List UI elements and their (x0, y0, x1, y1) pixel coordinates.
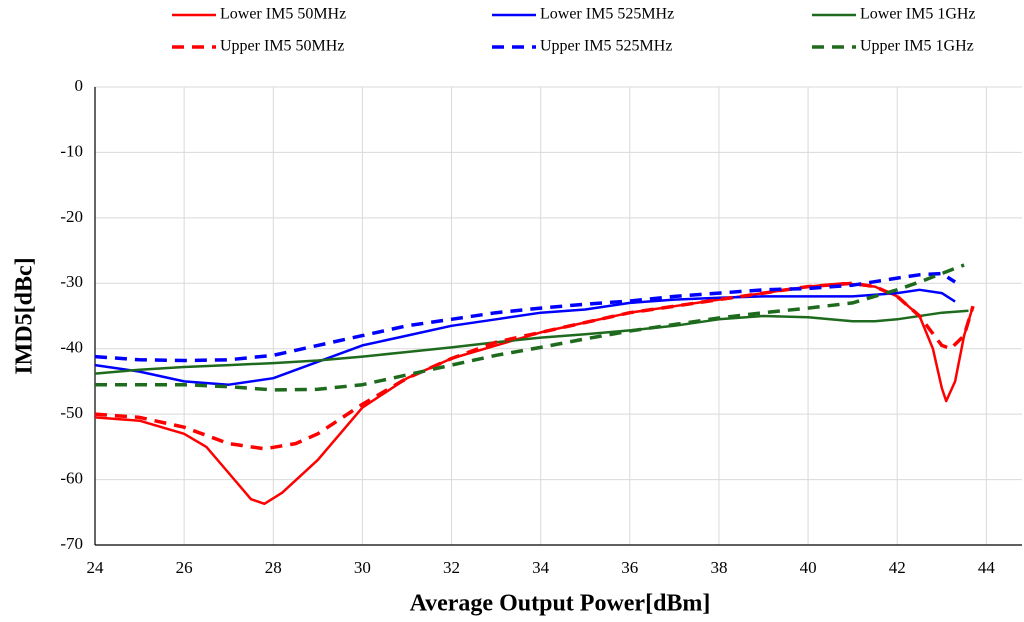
legend-label: Lower IM5 50MHz (220, 6, 346, 23)
data-line (94, 271, 957, 363)
x-tick-label: 24 (87, 558, 105, 577)
legend-label: Upper IM5 1GHz (860, 38, 974, 55)
y-axis-title: IMD5[dBc] (12, 257, 38, 374)
x-axis-title: Average Output Power[dBm] (410, 591, 711, 617)
x-tick-label: 34 (532, 558, 550, 577)
x-tick-label: 26 (176, 558, 193, 577)
x-tick-label: 44 (978, 558, 996, 577)
legend-label: Upper IM5 525MHz (540, 38, 672, 55)
data-line (94, 281, 975, 451)
x-tick-label: 40 (800, 558, 817, 577)
data-line (95, 263, 965, 392)
x-tick-label: 36 (621, 558, 638, 577)
data-line (94, 309, 969, 375)
data-line (94, 282, 975, 506)
y-tick-label: -30 (60, 272, 83, 291)
legend-label: Upper IM5 50MHz (220, 38, 344, 55)
x-tick-label: 30 (354, 558, 371, 577)
y-tick-label: -20 (60, 207, 83, 226)
y-tick-label: -60 (60, 468, 83, 487)
x-tick-label: 38 (710, 558, 727, 577)
y-tick-label: -50 (60, 403, 83, 422)
y-tick-label: -70 (60, 534, 83, 553)
x-tick-label: 42 (889, 558, 906, 577)
y-tick-label: -10 (60, 141, 83, 160)
legend-label: Lower IM5 525MHz (540, 6, 674, 23)
legend-label: Lower IM5 1GHz (860, 6, 976, 23)
x-tick-label: 28 (265, 558, 282, 577)
x-tick-label: 32 (443, 558, 460, 577)
y-tick-label: -40 (60, 338, 83, 357)
y-tick-label: 0 (75, 76, 84, 95)
